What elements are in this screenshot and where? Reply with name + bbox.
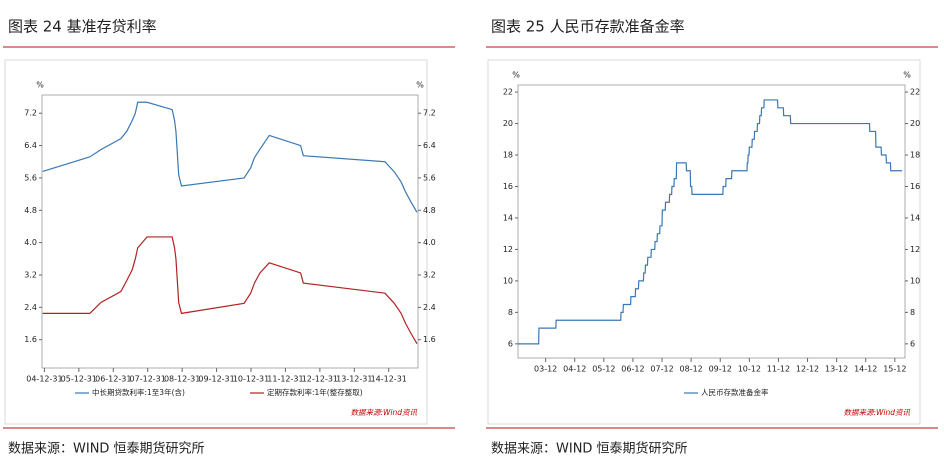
plot-frame — [517, 84, 906, 359]
x-tick-label: 08-12 — [680, 365, 703, 374]
x-tick-label: 05-12-31 — [61, 375, 97, 384]
y-tick-label: 5.6 — [24, 173, 37, 182]
x-tick-label: 13-12-31 — [336, 375, 372, 384]
y2-tick-label: 4.0 — [423, 238, 436, 247]
y-tick-label: 22 — [503, 88, 513, 97]
legend-label: 中长期贷款利率:1至3年(含) — [92, 387, 185, 397]
x-tick-label: 03-12 — [534, 365, 557, 374]
x-tick-label: 11-12 — [767, 365, 790, 374]
footer-source: 数据来源：WIND 恒泰期货研究所 — [8, 441, 205, 457]
x-tick-label: 08-12-31 — [164, 375, 200, 384]
x-tick-label: 07-12 — [650, 365, 673, 374]
y-tick-label: 2.4 — [24, 303, 37, 312]
y-tick-label: 4.0 — [24, 238, 37, 247]
data-line — [42, 101, 418, 213]
y2-tick-label: 20 — [910, 119, 920, 128]
y-unit: % — [512, 71, 520, 80]
x-tick-label: 12-12-31 — [302, 375, 338, 384]
footer-source: 数据来源：WIND 恒泰期货研究所 — [491, 441, 688, 457]
source-note: 数据来源:Wind资讯 — [350, 408, 417, 417]
x-tick-label: 10-12-31 — [233, 375, 269, 384]
y2-tick-label: 10 — [910, 276, 920, 285]
x-tick-label: 06-12 — [621, 365, 644, 374]
y-tick-label: 10 — [503, 276, 513, 285]
y2-tick-label: 18 — [910, 151, 920, 160]
y-tick-label: 20 — [503, 119, 513, 128]
y-tick-label: 1.6 — [24, 335, 37, 344]
y-tick-label: 6 — [508, 339, 513, 348]
x-tick-label: 12-12 — [796, 365, 819, 374]
y2-tick-label: 1.6 — [423, 335, 436, 344]
x-tick-label: 13-12 — [825, 365, 848, 374]
panel-title: 图表 25 人民币存款准备金率 — [491, 18, 685, 36]
y-tick-label: 3.2 — [24, 270, 37, 279]
y-unit: % — [36, 81, 44, 90]
x-tick-label: 07-12-31 — [130, 375, 166, 384]
x-tick-label: 09-12 — [709, 365, 732, 374]
y2-unit: % — [903, 71, 911, 80]
y2-tick-label: 8 — [910, 308, 915, 317]
y-tick-label: 16 — [503, 182, 513, 191]
y2-tick-label: 14 — [910, 213, 920, 222]
x-tick-label: 09-12-31 — [198, 375, 234, 384]
y-tick-label: 18 — [503, 151, 513, 160]
y2-tick-label: 4.8 — [423, 206, 436, 215]
y2-tick-label: 6 — [910, 339, 915, 348]
x-tick-label: 04-12-31 — [26, 375, 62, 384]
x-tick-label: 06-12-31 — [95, 375, 131, 384]
y-tick-label: 8 — [508, 308, 513, 317]
data-line — [42, 236, 418, 345]
y2-tick-label: 3.2 — [423, 270, 436, 279]
x-tick-label: 11-12-31 — [267, 375, 303, 384]
y2-tick-label: 7.2 — [423, 109, 436, 118]
x-tick-label: 14-12-31 — [371, 375, 407, 384]
y-tick-label: 6.4 — [24, 141, 37, 150]
y2-tick-label: 16 — [910, 182, 920, 191]
y2-tick-label: 6.4 — [423, 141, 436, 150]
y2-unit: % — [416, 81, 424, 90]
y-tick-label: 14 — [503, 213, 513, 222]
y2-tick-label: 12 — [910, 245, 920, 254]
legend-label: 定期存款利率:1年(整存整取) — [267, 387, 363, 397]
panel-title: 图表 24 基准存贷利率 — [8, 18, 157, 36]
x-tick-label: 04-12 — [563, 365, 586, 374]
y2-tick-label: 22 — [910, 88, 920, 97]
data-line — [518, 99, 903, 345]
x-tick-label: 14-12 — [854, 365, 877, 374]
y-tick-label: 12 — [503, 245, 513, 254]
chart-frame — [487, 59, 921, 425]
source-note: 数据来源:Wind资讯 — [843, 408, 910, 417]
x-tick-label: 05-12 — [592, 365, 615, 374]
plot-frame — [41, 94, 419, 369]
x-tick-label: 10-12 — [738, 365, 761, 374]
y2-tick-label: 5.6 — [423, 173, 436, 182]
y-tick-label: 4.8 — [24, 206, 37, 215]
x-tick-label: 15-12 — [883, 365, 906, 374]
legend-label: 人民币存款准备金率 — [701, 387, 769, 397]
chart-frame — [4, 59, 428, 425]
y-tick-label: 7.2 — [24, 109, 37, 118]
y2-tick-label: 2.4 — [423, 303, 436, 312]
